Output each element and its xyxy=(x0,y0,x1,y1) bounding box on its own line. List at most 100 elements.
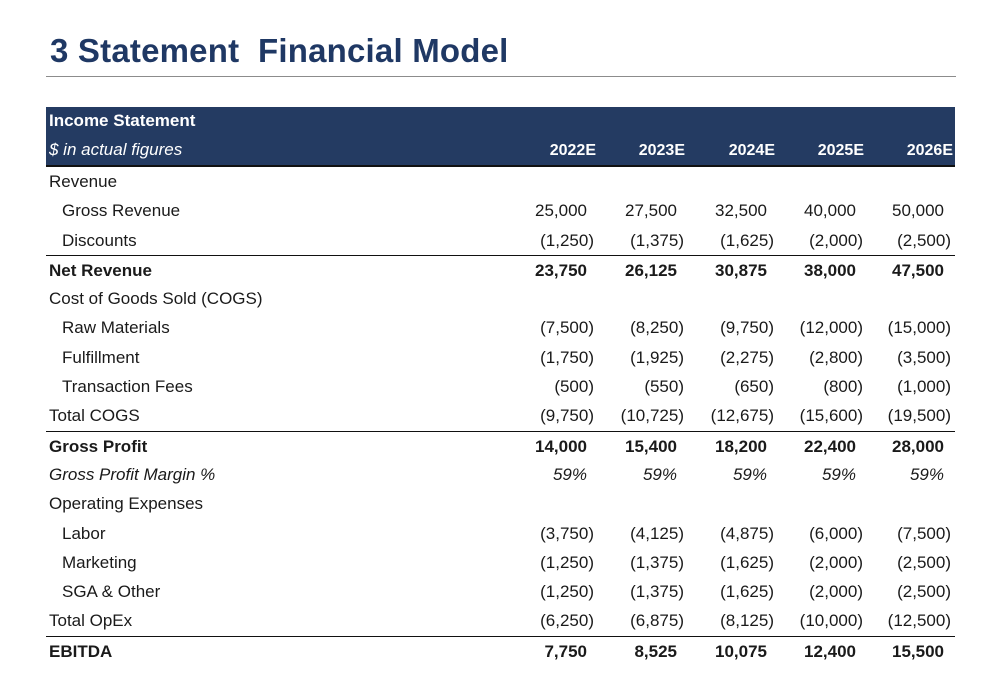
value-cell: (2,500) xyxy=(897,582,951,602)
income-statement-table: Income Statement $ in actual figures 202… xyxy=(46,107,955,665)
row-total-opex: Total OpEx (6,250) (6,875) (8,125) (10,000) (… xyxy=(46,606,955,635)
value-cell: 12,400 xyxy=(804,641,856,661)
section-title: Income Statement xyxy=(49,111,196,130)
row-net-revenue: Net Revenue 23,750 26,125 30,875 38,000 47,50… xyxy=(46,254,955,284)
row-label: Total COGS xyxy=(49,406,140,426)
value-cell: 40,000 xyxy=(804,201,856,221)
value-cell: 59% xyxy=(909,464,944,484)
value-cell: (2,275) xyxy=(720,347,774,367)
row-label: EBITDA xyxy=(49,641,113,661)
value-cell: 25,000 xyxy=(535,201,587,221)
value-cell: (1,250) xyxy=(540,582,594,602)
value-cell: 47,500 xyxy=(892,260,944,280)
row-label: Labor xyxy=(62,523,106,543)
value-cell: (2,800) xyxy=(809,347,863,367)
row-label: Raw Materials xyxy=(62,318,170,338)
row-gross-profit-margin: Gross Profit Margin % 59% 59% 59% 59% 59% xyxy=(46,460,955,489)
value-cell: (12,000) xyxy=(799,318,863,338)
value-cell: (2,000) xyxy=(809,582,863,602)
units-note: $ in actual figures xyxy=(49,140,183,159)
value-cell: 23,750 xyxy=(535,260,587,280)
value-cell: (1,375) xyxy=(630,230,684,250)
year-header: 2025E xyxy=(817,142,864,159)
row-label: Fulfillment xyxy=(62,347,140,367)
value-cell: 59% xyxy=(642,464,677,484)
row-labor: Labor (3,750) (4,125) (4,875) (6,000) (7,500) xyxy=(46,519,955,548)
row-label: Revenue xyxy=(49,172,118,191)
value-cell: 59% xyxy=(552,464,587,484)
row-ebitda: EBITDA 7,750 8,525 10,075 12,400 15,500 xyxy=(46,635,955,665)
value-cell: (10,725) xyxy=(620,406,684,426)
value-cell: (3,500) xyxy=(897,347,951,367)
row-label: Operating Expenses xyxy=(49,494,204,514)
year-header: 2022E xyxy=(549,142,596,159)
row-label: Net Revenue xyxy=(49,260,152,280)
row-raw-materials: Raw Materials (7,500) (8,250) (9,750) (12,00… xyxy=(46,313,955,342)
value-cell: (6,875) xyxy=(630,611,684,631)
year-header: 2023E xyxy=(638,142,685,159)
value-cell: 30,875 xyxy=(715,260,767,280)
value-cell: (8,125) xyxy=(720,611,774,631)
value-cell: (1,625) xyxy=(720,230,774,250)
value-cell: (15,000) xyxy=(887,318,951,338)
value-cell: 50,000 xyxy=(892,201,944,221)
value-cell: (2,500) xyxy=(897,230,951,250)
value-cell: (1,250) xyxy=(540,230,594,250)
title-divider xyxy=(46,76,956,77)
value-cell: (1,000) xyxy=(897,377,951,397)
page-title: 3 Statement Financial Model xyxy=(50,32,509,69)
value-cell: (650) xyxy=(734,377,774,397)
value-cell: (9,750) xyxy=(540,406,594,426)
value-cell: 27,500 xyxy=(625,201,677,221)
row-label: Marketing xyxy=(62,552,137,572)
row-discounts: Discounts (1,250) (1,375) (1,625) (2,000) (2,… xyxy=(46,226,955,255)
value-cell: (12,675) xyxy=(710,406,774,426)
value-cell: (7,500) xyxy=(540,318,594,338)
value-cell: (550) xyxy=(644,377,684,397)
row-sga-other: SGA & Other (1,250) (1,375) (1,625) (2,000) (… xyxy=(46,577,955,606)
row-transaction-fees: Transaction Fees (500) (550) (650) (800) (1,0… xyxy=(46,372,955,401)
value-cell: (1,625) xyxy=(720,582,774,602)
row-opex-header: Operating Expenses xyxy=(46,489,955,518)
row-label: Gross Profit Margin % xyxy=(49,464,216,484)
value-cell: (12,500) xyxy=(887,611,951,631)
row-label: Transaction Fees xyxy=(62,377,193,397)
value-cell: (9,750) xyxy=(720,318,774,338)
value-cell: (10,000) xyxy=(799,611,863,631)
value-cell: 8,525 xyxy=(634,641,677,661)
row-label: Gross Revenue xyxy=(62,201,181,221)
year-header: 2024E xyxy=(728,142,775,159)
value-cell: 14,000 xyxy=(535,436,587,456)
value-cell: 38,000 xyxy=(804,260,856,280)
value-cell: 22,400 xyxy=(804,436,856,456)
year-header: 2026E xyxy=(906,142,953,159)
value-cell: (2,000) xyxy=(809,552,863,572)
row-revenue: Revenue xyxy=(46,167,955,196)
value-cell: 59% xyxy=(732,464,767,484)
value-cell: (1,375) xyxy=(630,582,684,602)
row-fulfillment: Fulfillment (1,750) (1,925) (2,275) (2,800) (… xyxy=(46,343,955,372)
value-cell: (2,500) xyxy=(897,552,951,572)
value-cell: (1,625) xyxy=(720,552,774,572)
value-cell: (6,000) xyxy=(809,523,863,543)
value-cell: (2,000) xyxy=(809,230,863,250)
row-gross-profit: Gross Profit 14,000 15,400 18,200 22,400 28,0… xyxy=(46,430,955,460)
value-cell: 18,200 xyxy=(715,436,767,456)
value-cell: (7,500) xyxy=(897,523,951,543)
value-cell: (4,125) xyxy=(630,523,684,543)
value-cell: (8,250) xyxy=(630,318,684,338)
value-cell: 26,125 xyxy=(625,260,677,280)
row-label: Discounts xyxy=(62,230,137,250)
row-gross-revenue: Gross Revenue 25,000 27,500 32,500 40,000 50,… xyxy=(46,196,955,225)
row-total-cogs: Total COGS (9,750) (10,725) (12,675) (15,600… xyxy=(46,401,955,430)
row-label: SGA & Other xyxy=(62,582,161,602)
value-cell: (1,250) xyxy=(540,552,594,572)
row-label: Total OpEx xyxy=(49,611,133,631)
value-cell: 32,500 xyxy=(715,201,767,221)
value-cell: 15,400 xyxy=(625,436,677,456)
value-cell: (15,600) xyxy=(799,406,863,426)
value-cell: 15,500 xyxy=(892,641,944,661)
value-cell: 59% xyxy=(821,464,856,484)
row-marketing: Marketing (1,250) (1,375) (1,625) (2,000) (2,… xyxy=(46,548,955,577)
value-cell: 10,075 xyxy=(715,641,767,661)
